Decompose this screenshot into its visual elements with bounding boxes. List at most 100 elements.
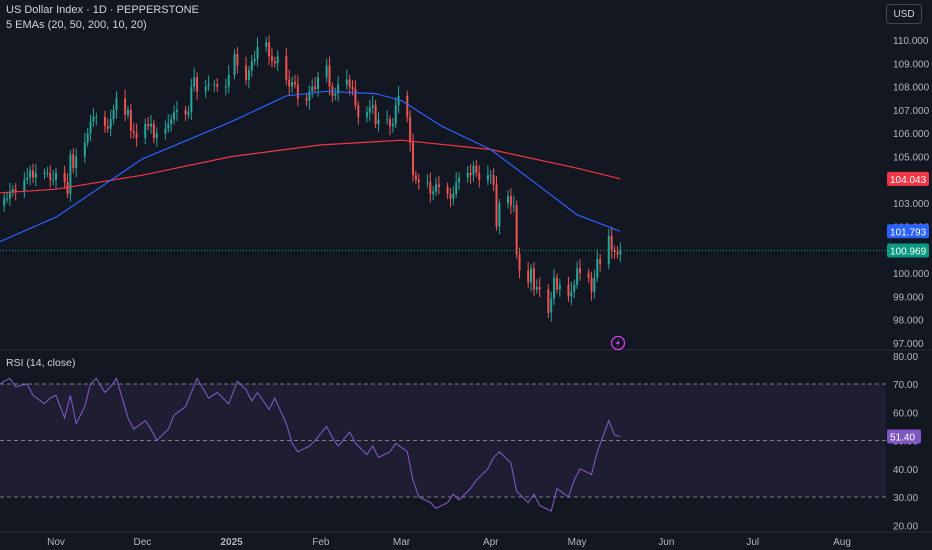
candle-body[interactable] bbox=[167, 123, 170, 129]
candle[interactable] bbox=[190, 78, 193, 120]
candle-body[interactable] bbox=[478, 172, 481, 180]
candle[interactable] bbox=[276, 50, 279, 71]
candle-body[interactable] bbox=[458, 177, 461, 183]
candle[interactable] bbox=[377, 112, 380, 132]
candle[interactable] bbox=[227, 65, 230, 94]
candle-body[interactable] bbox=[49, 172, 52, 180]
candle-body[interactable] bbox=[95, 116, 98, 118]
candle[interactable] bbox=[187, 106, 190, 119]
candle-body[interactable] bbox=[305, 98, 308, 101]
candle-body[interactable] bbox=[109, 119, 112, 129]
candle[interactable] bbox=[337, 76, 340, 102]
candle[interactable] bbox=[435, 177, 438, 196]
candle-body[interactable] bbox=[391, 123, 394, 127]
candle[interactable] bbox=[132, 122, 135, 139]
candle[interactable] bbox=[288, 69, 291, 96]
candle[interactable] bbox=[394, 97, 397, 129]
candle[interactable] bbox=[466, 165, 469, 183]
candle[interactable] bbox=[52, 170, 55, 186]
candle[interactable] bbox=[245, 56, 248, 85]
candle[interactable] bbox=[256, 37, 259, 67]
candle[interactable] bbox=[184, 105, 187, 122]
candle[interactable] bbox=[357, 101, 360, 125]
candle[interactable] bbox=[103, 110, 106, 133]
indicator-legend[interactable]: 5 EMAs (20, 50, 200, 10, 20) bbox=[6, 19, 147, 31]
candle[interactable] bbox=[296, 75, 299, 106]
candle-body[interactable] bbox=[216, 84, 219, 87]
candle-body[interactable] bbox=[227, 74, 230, 87]
candle[interactable] bbox=[270, 47, 273, 68]
candle-body[interactable] bbox=[204, 86, 207, 92]
candle[interactable] bbox=[129, 103, 132, 139]
candle-body[interactable] bbox=[377, 119, 380, 124]
candle-body[interactable] bbox=[247, 70, 250, 80]
candle[interactable] bbox=[619, 242, 622, 263]
candle[interactable] bbox=[144, 118, 147, 145]
candle-body[interactable] bbox=[426, 182, 429, 184]
candle-body[interactable] bbox=[397, 95, 400, 106]
candle[interactable] bbox=[66, 173, 69, 199]
candle-body[interactable] bbox=[26, 177, 29, 180]
candle-body[interactable] bbox=[532, 268, 535, 290]
candle-body[interactable] bbox=[345, 79, 348, 85]
candle-body[interactable] bbox=[334, 93, 337, 96]
candle-body[interactable] bbox=[293, 81, 296, 85]
candle-body[interactable] bbox=[285, 56, 288, 80]
candle-body[interactable] bbox=[43, 172, 46, 174]
candle[interactable] bbox=[599, 253, 602, 272]
candle-body[interactable] bbox=[52, 179, 55, 181]
candle[interactable] bbox=[92, 108, 95, 127]
candle-body[interactable] bbox=[115, 98, 118, 110]
candle[interactable] bbox=[31, 163, 34, 183]
candle-body[interactable] bbox=[270, 56, 273, 61]
candle[interactable] bbox=[610, 226, 613, 259]
candle[interactable] bbox=[233, 48, 236, 80]
candle[interactable] bbox=[386, 110, 389, 125]
candle-body[interactable] bbox=[466, 172, 469, 178]
candle-body[interactable] bbox=[498, 203, 501, 227]
candle[interactable] bbox=[314, 76, 317, 94]
candle-body[interactable] bbox=[365, 112, 368, 117]
candle[interactable] bbox=[429, 172, 432, 203]
candle-body[interactable] bbox=[599, 259, 602, 264]
candle-body[interactable] bbox=[233, 53, 236, 75]
candle[interactable] bbox=[55, 167, 57, 189]
candle[interactable] bbox=[613, 245, 616, 259]
candle-body[interactable] bbox=[388, 119, 391, 127]
price-axis[interactable]: 97.00098.00099.000100.000101.000102.0001… bbox=[887, 36, 930, 532]
candle[interactable] bbox=[475, 159, 478, 178]
candle[interactable] bbox=[167, 114, 170, 133]
candle-body[interactable] bbox=[374, 105, 377, 124]
candle-body[interactable] bbox=[288, 79, 291, 87]
candle[interactable] bbox=[558, 278, 561, 298]
candle[interactable] bbox=[458, 172, 461, 190]
candle-body[interactable] bbox=[417, 179, 420, 183]
candle[interactable] bbox=[152, 119, 155, 144]
candle-body[interactable] bbox=[170, 119, 173, 124]
candle[interactable] bbox=[29, 165, 32, 186]
candle[interactable] bbox=[89, 114, 92, 141]
candle-body[interactable] bbox=[576, 268, 579, 285]
candle-body[interactable] bbox=[452, 193, 455, 199]
candle-body[interactable] bbox=[14, 189, 17, 192]
candle[interactable] bbox=[553, 268, 556, 306]
candle[interactable] bbox=[173, 105, 176, 125]
candle[interactable] bbox=[328, 56, 331, 96]
candle-body[interactable] bbox=[193, 77, 196, 87]
candle-body[interactable] bbox=[34, 172, 37, 178]
price-pane[interactable] bbox=[0, 35, 932, 351]
candle[interactable] bbox=[573, 279, 576, 299]
candle[interactable] bbox=[486, 165, 489, 186]
candle[interactable] bbox=[109, 109, 112, 137]
candle[interactable] bbox=[495, 175, 498, 231]
candle[interactable] bbox=[478, 164, 481, 188]
candle[interactable] bbox=[308, 85, 311, 110]
candle-body[interactable] bbox=[75, 156, 78, 169]
candle-body[interactable] bbox=[187, 112, 190, 115]
candle[interactable] bbox=[547, 284, 550, 319]
candle-body[interactable] bbox=[495, 184, 498, 227]
candle-body[interactable] bbox=[619, 250, 622, 255]
candle[interactable] bbox=[72, 148, 75, 174]
candle[interactable] bbox=[518, 247, 521, 279]
